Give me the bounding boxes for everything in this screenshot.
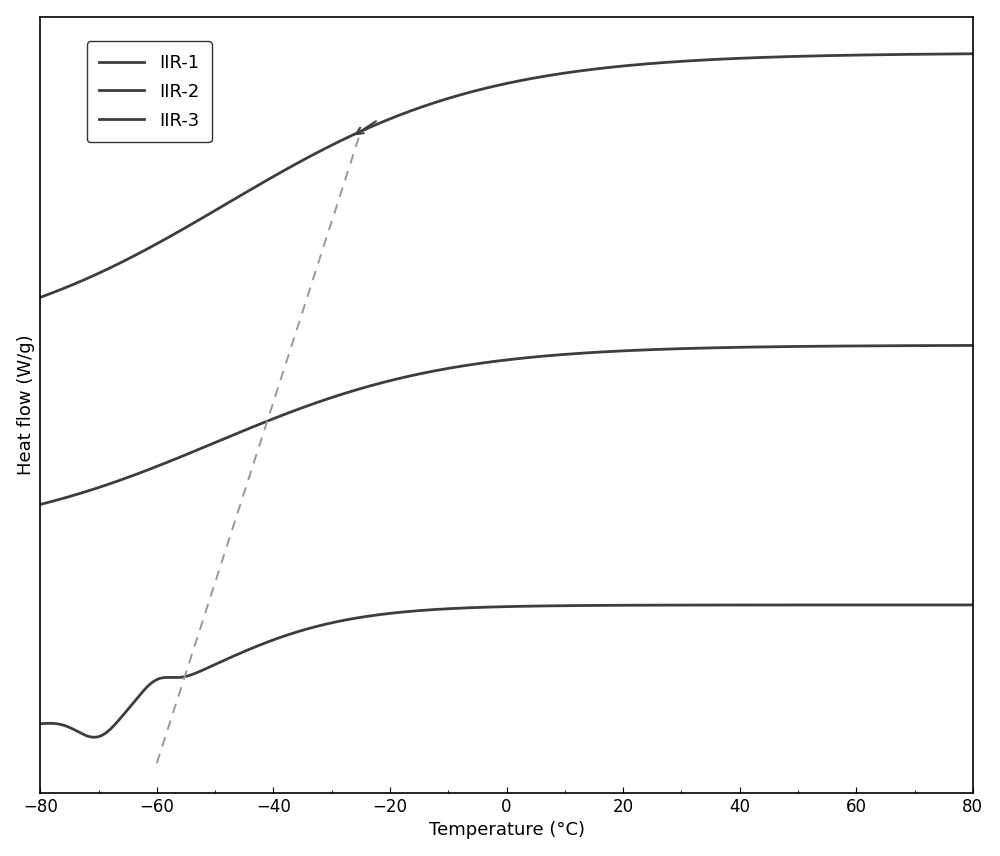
IIR-3 <box>82 731 94 741</box>
IIR-2 <box>939 341 951 351</box>
IIR-2 <box>463 360 475 370</box>
IIR-2 <box>34 499 46 509</box>
Y-axis label: Heat flow (W/g): Heat flow (W/g) <box>17 335 35 475</box>
IIR-1 <box>939 49 951 59</box>
Legend: IIR-1, IIR-2, IIR-3: IIR-1, IIR-2, IIR-3 <box>87 41 212 142</box>
IIR-2 <box>940 341 952 351</box>
IIR-3 <box>88 732 100 742</box>
IIR-3 <box>967 600 979 610</box>
IIR-2 <box>82 486 94 496</box>
Line: IIR-1: IIR-1 <box>40 54 973 297</box>
IIR-1 <box>34 292 46 302</box>
IIR-2 <box>967 341 979 351</box>
IIR-3 <box>940 600 952 610</box>
X-axis label: Temperature (°C): Temperature (°C) <box>429 822 585 840</box>
IIR-1 <box>82 273 94 283</box>
IIR-3 <box>34 719 46 729</box>
IIR-2 <box>488 356 500 366</box>
IIR-3 <box>488 602 500 612</box>
IIR-1 <box>463 87 475 98</box>
IIR-3 <box>769 600 781 610</box>
IIR-1 <box>769 52 781 62</box>
IIR-3 <box>940 600 952 610</box>
Line: IIR-3: IIR-3 <box>40 605 973 737</box>
IIR-2 <box>769 342 781 352</box>
IIR-1 <box>488 81 500 92</box>
IIR-1 <box>940 49 952 59</box>
IIR-3 <box>463 603 475 613</box>
IIR-1 <box>967 49 979 59</box>
Line: IIR-2: IIR-2 <box>40 346 973 504</box>
